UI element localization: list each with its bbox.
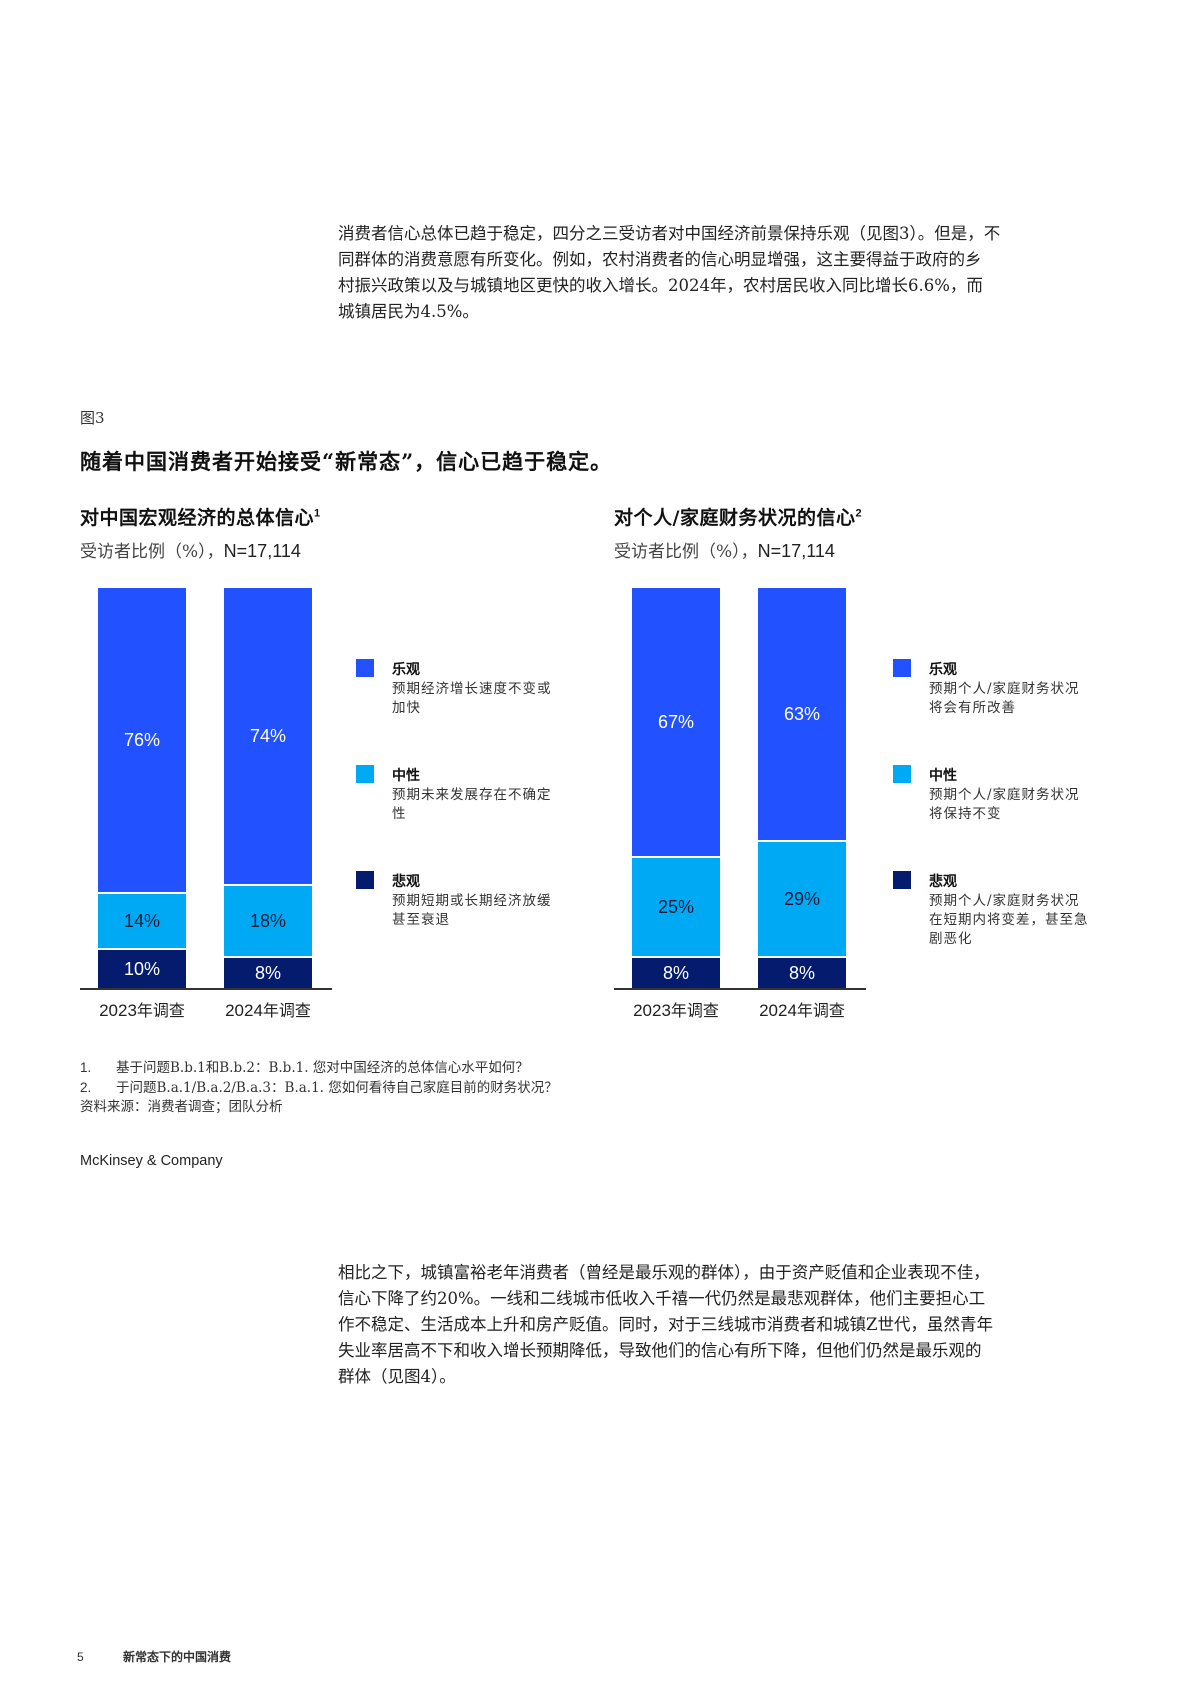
intro-line: 同群体的消费意愿有所变化。例如，农村消费者的信心明显增强，这主要得益于政府的乡 bbox=[338, 250, 982, 269]
segment-optimistic: 63% bbox=[758, 588, 846, 840]
x-axis-baseline bbox=[614, 988, 866, 990]
figure-label: 图3 bbox=[80, 409, 105, 427]
x-label-2023: 2023年调查 bbox=[633, 1001, 719, 1020]
paragraph-line: 作不稳定、生活成本上升和房产贬值。同时，对于三线城市消费者和城镇Z世代，虽然青年 bbox=[338, 1315, 993, 1334]
document-title: 新常态下的中国消费 bbox=[123, 1650, 232, 1664]
source-note: 资料来源：消费者调查；团队分析 bbox=[80, 1099, 283, 1115]
x-label-2024: 2024年调查 bbox=[759, 1001, 845, 1020]
paragraph-line: 群体（见图4）。 bbox=[338, 1367, 456, 1386]
left-chart-title: 对中国宏观经济的总体信心1 bbox=[80, 507, 321, 529]
segment-pessimistic: 8% bbox=[224, 956, 312, 988]
segment-optimistic: 74% bbox=[224, 588, 312, 884]
footnote-ref: 1 bbox=[314, 507, 321, 520]
footnote-ref: 2 bbox=[855, 507, 863, 520]
swatch-neutral-icon bbox=[893, 765, 911, 783]
bar-2023: 76% 14% 10% bbox=[98, 588, 186, 988]
bar-2024: 74% 18% 8% bbox=[224, 588, 312, 988]
bar-2023: 67% 25% 8% bbox=[632, 588, 720, 988]
segment-neutral: 18% bbox=[224, 884, 312, 956]
right-chart-subtitle: 受访者比例（%），N=17,114 bbox=[614, 541, 835, 562]
left-chart-subtitle: 受访者比例（%），N=17,114 bbox=[80, 541, 301, 562]
brand-logo-text: McKinsey & Company bbox=[80, 1153, 223, 1169]
segment-neutral: 29% bbox=[758, 840, 846, 956]
footnote-2: 2. 于问题B.a.1/B.a.2/B.a.3：B.a.1. 您如何看待自己家庭目… bbox=[80, 1080, 558, 1096]
segment-optimistic: 67% bbox=[632, 588, 720, 856]
segment-pessimistic: 8% bbox=[758, 956, 846, 988]
intro-line: 消费者信心总体已趋于稳定，四分之三受访者对中国经济前景保持乐观（见图3）。但是，… bbox=[338, 224, 1001, 243]
x-label-2023: 2023年调查 bbox=[99, 1001, 185, 1020]
intro-paragraph: 消费者信心总体已趋于稳定，四分之三受访者对中国经济前景保持乐观（见图3）。但是，… bbox=[338, 221, 1038, 325]
paragraph-line: 失业率居高不下和收入增长预期降低，导致他们的信心有所下降，但他们仍然是最乐观的 bbox=[338, 1341, 982, 1360]
page-number: 5 bbox=[77, 1650, 84, 1664]
segment-neutral: 25% bbox=[632, 856, 720, 956]
swatch-neutral-icon bbox=[356, 765, 374, 783]
segment-neutral: 14% bbox=[98, 892, 186, 948]
page-footer: 5 新常态下的中国消费 bbox=[77, 1648, 231, 1665]
segment-pessimistic: 10% bbox=[98, 948, 186, 988]
intro-line: 村振兴政策以及与城镇地区更快的收入增长。2024年，农村居民收入同比增长6.6%… bbox=[338, 276, 983, 295]
swatch-pessimistic-icon bbox=[893, 871, 911, 889]
x-axis-baseline bbox=[80, 988, 332, 990]
right-chart-title: 对个人/家庭财务状况的信心2 bbox=[614, 507, 863, 529]
swatch-pessimistic-icon bbox=[356, 871, 374, 889]
x-label-2024: 2024年调查 bbox=[225, 1001, 311, 1020]
intro-line: 城镇居民为4.5%。 bbox=[338, 302, 479, 321]
paragraph-line: 信心下降了约20%。一线和二线城市低收入千禧一代仍然是最悲观群体，他们主要担心工 bbox=[338, 1289, 986, 1308]
segment-pessimistic: 8% bbox=[632, 956, 720, 988]
segment-optimistic: 76% bbox=[98, 588, 186, 892]
bar-2024: 63% 29% 8% bbox=[758, 588, 846, 988]
body-paragraph: 相比之下，城镇富裕老年消费者（曾经是最乐观的群体），由于资产贬值和企业表现不佳，… bbox=[338, 1260, 1038, 1390]
swatch-optimistic-icon bbox=[356, 659, 374, 677]
paragraph-line: 相比之下，城镇富裕老年消费者（曾经是最乐观的群体），由于资产贬值和企业表现不佳， bbox=[338, 1263, 990, 1282]
footnotes: 1. 基于问题B.b.1和B.b.2：B.b.1. 您对中国经济的总体信心水平如何… bbox=[80, 1058, 558, 1117]
figure-title: 随着中国消费者开始接受“新常态”，信心已趋于稳定。 bbox=[80, 449, 613, 474]
footnote-1: 1. 基于问题B.b.1和B.b.2：B.b.1. 您对中国经济的总体信心水平如何… bbox=[80, 1060, 529, 1076]
swatch-optimistic-icon bbox=[893, 659, 911, 677]
